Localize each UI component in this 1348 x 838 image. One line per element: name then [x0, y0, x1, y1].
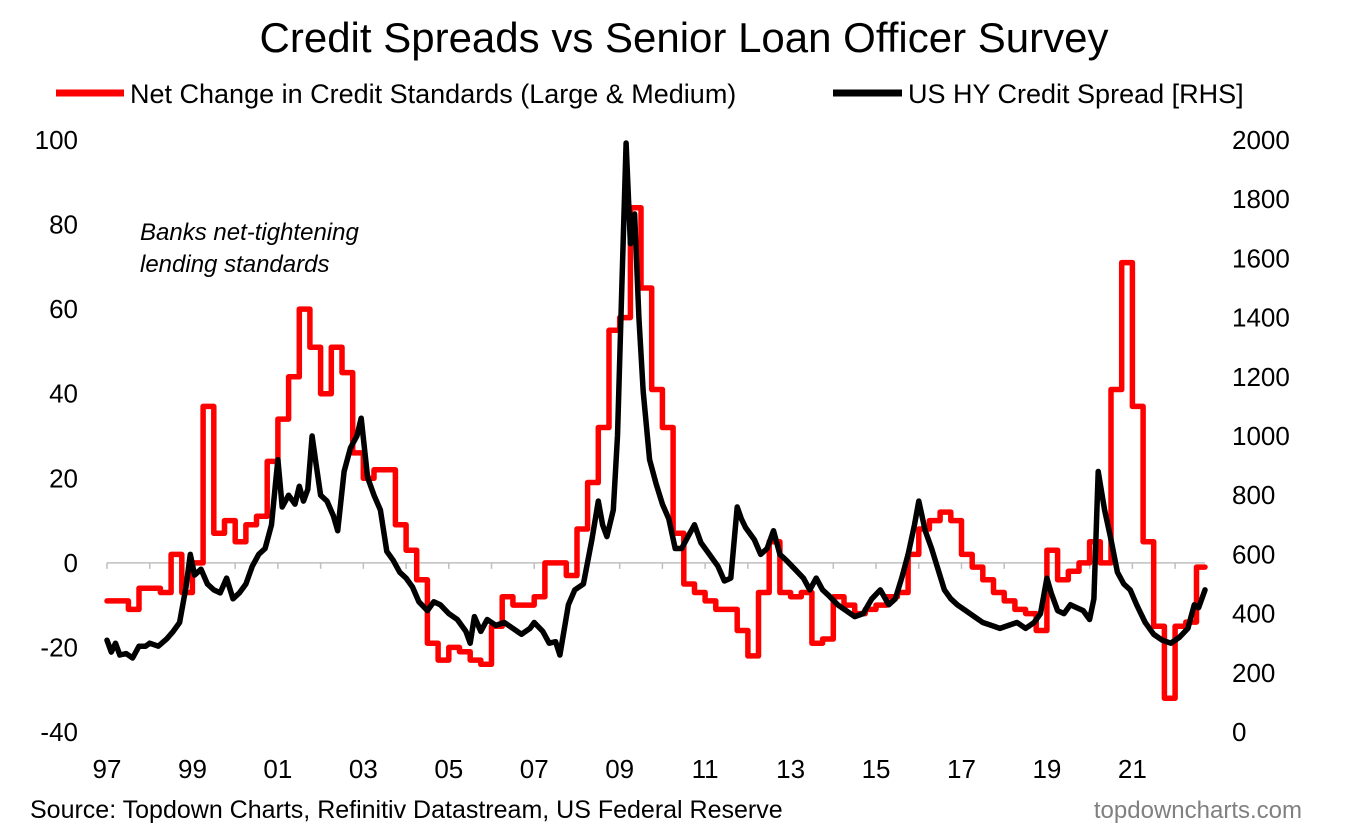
right-tick-label: 0	[1232, 717, 1246, 747]
x-tick-label: 07	[520, 754, 549, 784]
legend-label-spread: US HY Credit Spread [RHS]	[908, 79, 1244, 109]
left-tick-label: 20	[49, 463, 78, 493]
right-tick-label: 200	[1232, 658, 1275, 688]
right-tick-label: 1800	[1232, 184, 1290, 214]
left-tick-label: 40	[49, 379, 78, 409]
right-tick-label: 1600	[1232, 243, 1290, 273]
x-tick-label: 99	[178, 754, 207, 784]
left-tick-label: -20	[40, 632, 78, 662]
right-tick-label: 2000	[1232, 125, 1290, 155]
x-axis-ticks: 97 99 01 03 05 07 09 11 13 15 17 19 21	[93, 754, 1147, 784]
right-tick-label: 600	[1232, 539, 1275, 569]
x-tick-label: 17	[947, 754, 976, 784]
chart-title: Credit Spreads vs Senior Loan Officer Su…	[260, 14, 1109, 61]
right-tick-label: 800	[1232, 480, 1275, 510]
right-tick-label: 1200	[1232, 362, 1290, 392]
x-tick-label: 09	[605, 754, 634, 784]
series-layer	[104, 140, 1208, 701]
series-line-standards	[104, 204, 1208, 701]
x-tick-label: 03	[349, 754, 378, 784]
site-credit: topdowncharts.com	[1094, 797, 1302, 824]
left-tick-label: 0	[64, 548, 78, 578]
x-tick-label: 21	[1118, 754, 1147, 784]
annotation: Banks net-tightening lending standards	[140, 219, 359, 278]
x-tick-label: 13	[776, 754, 805, 784]
x-tick-label: 01	[263, 754, 292, 784]
right-tick-label: 1400	[1232, 303, 1290, 333]
right-tick-label: 1000	[1232, 421, 1290, 451]
left-tick-label: 80	[49, 210, 78, 240]
left-axis-ticks: 100 80 60 40 20 0 -20 -40	[35, 125, 78, 747]
source-note: Source: Topdown Charts, Refinitiv Datast…	[30, 796, 783, 824]
x-tick-label: 19	[1032, 754, 1061, 784]
x-tick-label: 97	[93, 754, 122, 784]
left-tick-label: -40	[40, 717, 78, 747]
x-tick-label: 15	[862, 754, 891, 784]
legend-label-standards: Net Change in Credit Standards (Large & …	[130, 79, 736, 109]
annotation-line-2: lending standards	[140, 251, 329, 278]
series-line-spread	[104, 140, 1208, 661]
left-tick-label: 100	[35, 125, 78, 155]
zero-axis	[106, 562, 1205, 569]
legend: Net Change in Credit Standards (Large & …	[56, 79, 1244, 109]
x-tick-label: 05	[434, 754, 463, 784]
annotation-line-1: Banks net-tightening	[140, 219, 359, 246]
x-tick-label: 11	[692, 754, 719, 784]
right-tick-label: 400	[1232, 599, 1275, 629]
left-tick-label: 60	[49, 294, 78, 324]
